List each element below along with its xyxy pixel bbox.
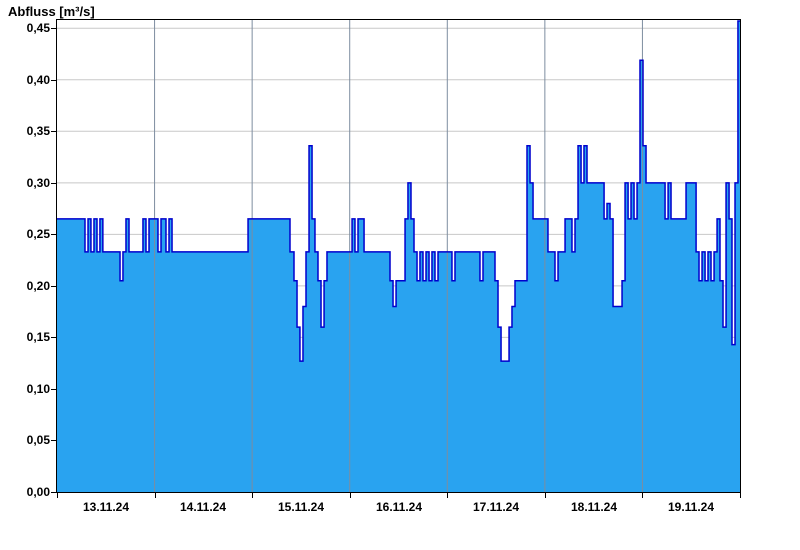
area-fill [57, 21, 740, 492]
y-tick-mark [51, 389, 56, 390]
x-tick-label: 15.11.24 [277, 500, 325, 514]
x-tick-label: 14.11.24 [179, 500, 227, 514]
x-tick-label: 16.11.24 [375, 500, 423, 514]
y-tick-label: 0,25 [26, 227, 50, 241]
y-tick-mark [51, 80, 56, 81]
plot-area [56, 19, 741, 493]
y-tick-mark [51, 492, 56, 493]
x-tick-mark [57, 493, 58, 498]
x-tick-label: 13.11.24 [82, 500, 130, 514]
x-tick-mark [642, 493, 643, 498]
plot-canvas [57, 20, 740, 492]
y-tick-mark [51, 337, 56, 338]
y-tick-label: 0,40 [26, 73, 50, 87]
x-tick-label: 18.11.24 [570, 500, 618, 514]
y-tick-label: 0,15 [26, 330, 50, 344]
y-tick-label: 0,45 [26, 21, 50, 35]
y-tick-mark [51, 286, 56, 287]
y-tick-mark [51, 234, 56, 235]
y-tick-mark [51, 440, 56, 441]
x-tick-mark [740, 493, 741, 498]
y-tick-mark [51, 28, 56, 29]
x-tick-label: 17.11.24 [472, 500, 520, 514]
y-tick-label: 0,05 [26, 433, 50, 447]
x-tick-label: 19.11.24 [667, 500, 715, 514]
y-tick-label: 0,20 [26, 279, 50, 293]
y-tick-label: 0,30 [26, 176, 50, 190]
x-tick-mark [252, 493, 253, 498]
x-tick-mark [155, 493, 156, 498]
y-tick-label: 0,10 [26, 382, 50, 396]
y-tick-label: 0,00 [26, 485, 50, 499]
series-line [57, 20, 740, 362]
chart-title: Abfluss [m³/s] [8, 4, 95, 19]
y-tick-mark [51, 131, 56, 132]
y-tick-mark [51, 183, 56, 184]
y-tick-label: 0,35 [26, 124, 50, 138]
x-tick-mark [545, 493, 546, 498]
x-tick-mark [447, 493, 448, 498]
x-tick-mark [350, 493, 351, 498]
